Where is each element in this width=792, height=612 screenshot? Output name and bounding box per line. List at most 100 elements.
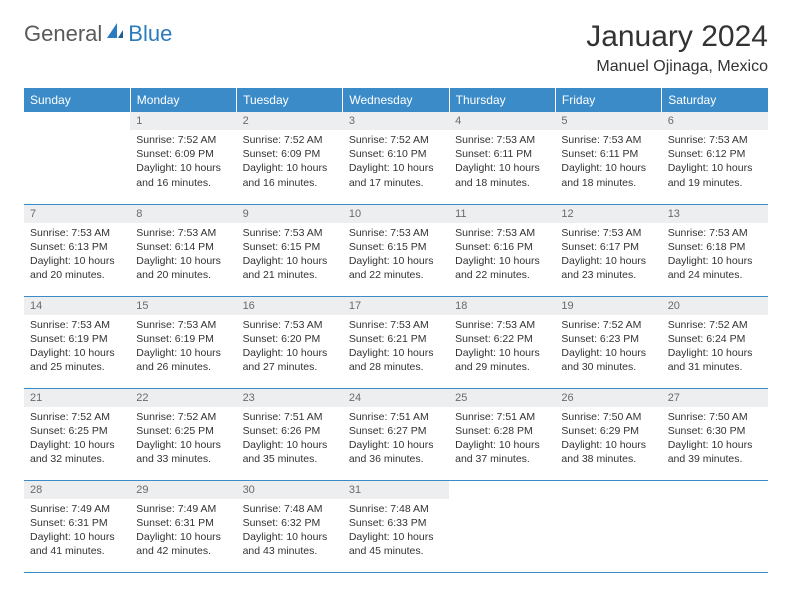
day-details: Sunrise: 7:48 AMSunset: 6:32 PMDaylight:… xyxy=(237,499,343,563)
day-number: 20 xyxy=(662,297,768,315)
day-details: Sunrise: 7:52 AMSunset: 6:25 PMDaylight:… xyxy=(24,407,130,471)
calendar-cell: 20Sunrise: 7:52 AMSunset: 6:24 PMDayligh… xyxy=(662,296,768,388)
title-block: January 2024 Manuel Ojinaga, Mexico xyxy=(586,20,768,76)
calendar-row: 21Sunrise: 7:52 AMSunset: 6:25 PMDayligh… xyxy=(24,388,768,480)
day-number: 26 xyxy=(555,389,661,407)
day-number: 2 xyxy=(237,112,343,130)
calendar-cell: 12Sunrise: 7:53 AMSunset: 6:17 PMDayligh… xyxy=(555,204,661,296)
day-number: 5 xyxy=(555,112,661,130)
weekday-header: Tuesday xyxy=(237,88,343,112)
day-details: Sunrise: 7:52 AMSunset: 6:10 PMDaylight:… xyxy=(343,130,449,194)
weekday-header: Sunday xyxy=(24,88,130,112)
calendar-cell: 16Sunrise: 7:53 AMSunset: 6:20 PMDayligh… xyxy=(237,296,343,388)
day-details: Sunrise: 7:53 AMSunset: 6:21 PMDaylight:… xyxy=(343,315,449,379)
day-details: Sunrise: 7:50 AMSunset: 6:29 PMDaylight:… xyxy=(555,407,661,471)
day-details: Sunrise: 7:52 AMSunset: 6:25 PMDaylight:… xyxy=(130,407,236,471)
day-number: 15 xyxy=(130,297,236,315)
header: General Blue January 2024 Manuel Ojinaga… xyxy=(24,20,768,76)
day-number: 19 xyxy=(555,297,661,315)
day-details: Sunrise: 7:52 AMSunset: 6:24 PMDaylight:… xyxy=(662,315,768,379)
brand-logo: General Blue xyxy=(24,20,172,48)
day-number: 29 xyxy=(130,481,236,499)
calendar-cell: 10Sunrise: 7:53 AMSunset: 6:15 PMDayligh… xyxy=(343,204,449,296)
day-details: Sunrise: 7:53 AMSunset: 6:15 PMDaylight:… xyxy=(237,223,343,287)
calendar-row: 28Sunrise: 7:49 AMSunset: 6:31 PMDayligh… xyxy=(24,480,768,572)
calendar-cell: 15Sunrise: 7:53 AMSunset: 6:19 PMDayligh… xyxy=(130,296,236,388)
weekday-header: Thursday xyxy=(449,88,555,112)
day-details: Sunrise: 7:49 AMSunset: 6:31 PMDaylight:… xyxy=(130,499,236,563)
day-details: Sunrise: 7:53 AMSunset: 6:16 PMDaylight:… xyxy=(449,223,555,287)
calendar-cell: 6Sunrise: 7:53 AMSunset: 6:12 PMDaylight… xyxy=(662,112,768,204)
day-number: 16 xyxy=(237,297,343,315)
calendar-body: 1Sunrise: 7:52 AMSunset: 6:09 PMDaylight… xyxy=(24,112,768,572)
day-details: Sunrise: 7:52 AMSunset: 6:09 PMDaylight:… xyxy=(130,130,236,194)
day-details: Sunrise: 7:53 AMSunset: 6:15 PMDaylight:… xyxy=(343,223,449,287)
calendar-cell: 11Sunrise: 7:53 AMSunset: 6:16 PMDayligh… xyxy=(449,204,555,296)
day-number: 17 xyxy=(343,297,449,315)
calendar-row: 14Sunrise: 7:53 AMSunset: 6:19 PMDayligh… xyxy=(24,296,768,388)
page-title: January 2024 xyxy=(586,20,768,54)
day-number: 27 xyxy=(662,389,768,407)
day-details: Sunrise: 7:53 AMSunset: 6:11 PMDaylight:… xyxy=(449,130,555,194)
calendar-cell: 18Sunrise: 7:53 AMSunset: 6:22 PMDayligh… xyxy=(449,296,555,388)
calendar-cell: 3Sunrise: 7:52 AMSunset: 6:10 PMDaylight… xyxy=(343,112,449,204)
calendar-cell: 31Sunrise: 7:48 AMSunset: 6:33 PMDayligh… xyxy=(343,480,449,572)
day-number: 24 xyxy=(343,389,449,407)
day-number: 21 xyxy=(24,389,130,407)
day-number: 25 xyxy=(449,389,555,407)
day-details: Sunrise: 7:53 AMSunset: 6:11 PMDaylight:… xyxy=(555,130,661,194)
day-details: Sunrise: 7:53 AMSunset: 6:22 PMDaylight:… xyxy=(449,315,555,379)
day-details: Sunrise: 7:49 AMSunset: 6:31 PMDaylight:… xyxy=(24,499,130,563)
day-number: 4 xyxy=(449,112,555,130)
calendar-cell: 30Sunrise: 7:48 AMSunset: 6:32 PMDayligh… xyxy=(237,480,343,572)
weekday-header: Wednesday xyxy=(343,88,449,112)
calendar-cell-empty xyxy=(555,480,661,572)
location-label: Manuel Ojinaga, Mexico xyxy=(586,58,768,76)
day-details: Sunrise: 7:51 AMSunset: 6:26 PMDaylight:… xyxy=(237,407,343,471)
day-number: 12 xyxy=(555,205,661,223)
day-details: Sunrise: 7:53 AMSunset: 6:20 PMDaylight:… xyxy=(237,315,343,379)
day-number: 1 xyxy=(130,112,236,130)
day-number: 18 xyxy=(449,297,555,315)
day-details: Sunrise: 7:53 AMSunset: 6:19 PMDaylight:… xyxy=(130,315,236,379)
day-number: 3 xyxy=(343,112,449,130)
day-details: Sunrise: 7:52 AMSunset: 6:23 PMDaylight:… xyxy=(555,315,661,379)
calendar-cell: 22Sunrise: 7:52 AMSunset: 6:25 PMDayligh… xyxy=(130,388,236,480)
calendar-cell-empty xyxy=(449,480,555,572)
calendar-cell: 26Sunrise: 7:50 AMSunset: 6:29 PMDayligh… xyxy=(555,388,661,480)
day-number: 8 xyxy=(130,205,236,223)
day-details: Sunrise: 7:50 AMSunset: 6:30 PMDaylight:… xyxy=(662,407,768,471)
calendar-table: SundayMondayTuesdayWednesdayThursdayFrid… xyxy=(24,88,768,573)
day-details: Sunrise: 7:51 AMSunset: 6:28 PMDaylight:… xyxy=(449,407,555,471)
day-number: 11 xyxy=(449,205,555,223)
day-details: Sunrise: 7:48 AMSunset: 6:33 PMDaylight:… xyxy=(343,499,449,563)
day-details: Sunrise: 7:53 AMSunset: 6:13 PMDaylight:… xyxy=(24,223,130,287)
day-number: 31 xyxy=(343,481,449,499)
brand-name-b: Blue xyxy=(128,21,172,47)
weekday-header: Monday xyxy=(130,88,236,112)
calendar-cell: 2Sunrise: 7:52 AMSunset: 6:09 PMDaylight… xyxy=(237,112,343,204)
weekday-header: Saturday xyxy=(662,88,768,112)
calendar-cell: 14Sunrise: 7:53 AMSunset: 6:19 PMDayligh… xyxy=(24,296,130,388)
day-details: Sunrise: 7:53 AMSunset: 6:14 PMDaylight:… xyxy=(130,223,236,287)
day-number: 13 xyxy=(662,205,768,223)
day-number: 23 xyxy=(237,389,343,407)
calendar-row: 1Sunrise: 7:52 AMSunset: 6:09 PMDaylight… xyxy=(24,112,768,204)
calendar-cell: 4Sunrise: 7:53 AMSunset: 6:11 PMDaylight… xyxy=(449,112,555,204)
day-number: 22 xyxy=(130,389,236,407)
day-number: 14 xyxy=(24,297,130,315)
day-number: 28 xyxy=(24,481,130,499)
calendar-cell: 5Sunrise: 7:53 AMSunset: 6:11 PMDaylight… xyxy=(555,112,661,204)
weekday-header: Friday xyxy=(555,88,661,112)
day-number: 6 xyxy=(662,112,768,130)
calendar-cell: 27Sunrise: 7:50 AMSunset: 6:30 PMDayligh… xyxy=(662,388,768,480)
calendar-cell: 25Sunrise: 7:51 AMSunset: 6:28 PMDayligh… xyxy=(449,388,555,480)
calendar-cell: 7Sunrise: 7:53 AMSunset: 6:13 PMDaylight… xyxy=(24,204,130,296)
calendar-header-row: SundayMondayTuesdayWednesdayThursdayFrid… xyxy=(24,88,768,112)
calendar-cell-empty xyxy=(662,480,768,572)
calendar-cell: 23Sunrise: 7:51 AMSunset: 6:26 PMDayligh… xyxy=(237,388,343,480)
brand-name-a: General xyxy=(24,21,102,47)
day-number: 9 xyxy=(237,205,343,223)
calendar-cell: 28Sunrise: 7:49 AMSunset: 6:31 PMDayligh… xyxy=(24,480,130,572)
day-details: Sunrise: 7:53 AMSunset: 6:18 PMDaylight:… xyxy=(662,223,768,287)
